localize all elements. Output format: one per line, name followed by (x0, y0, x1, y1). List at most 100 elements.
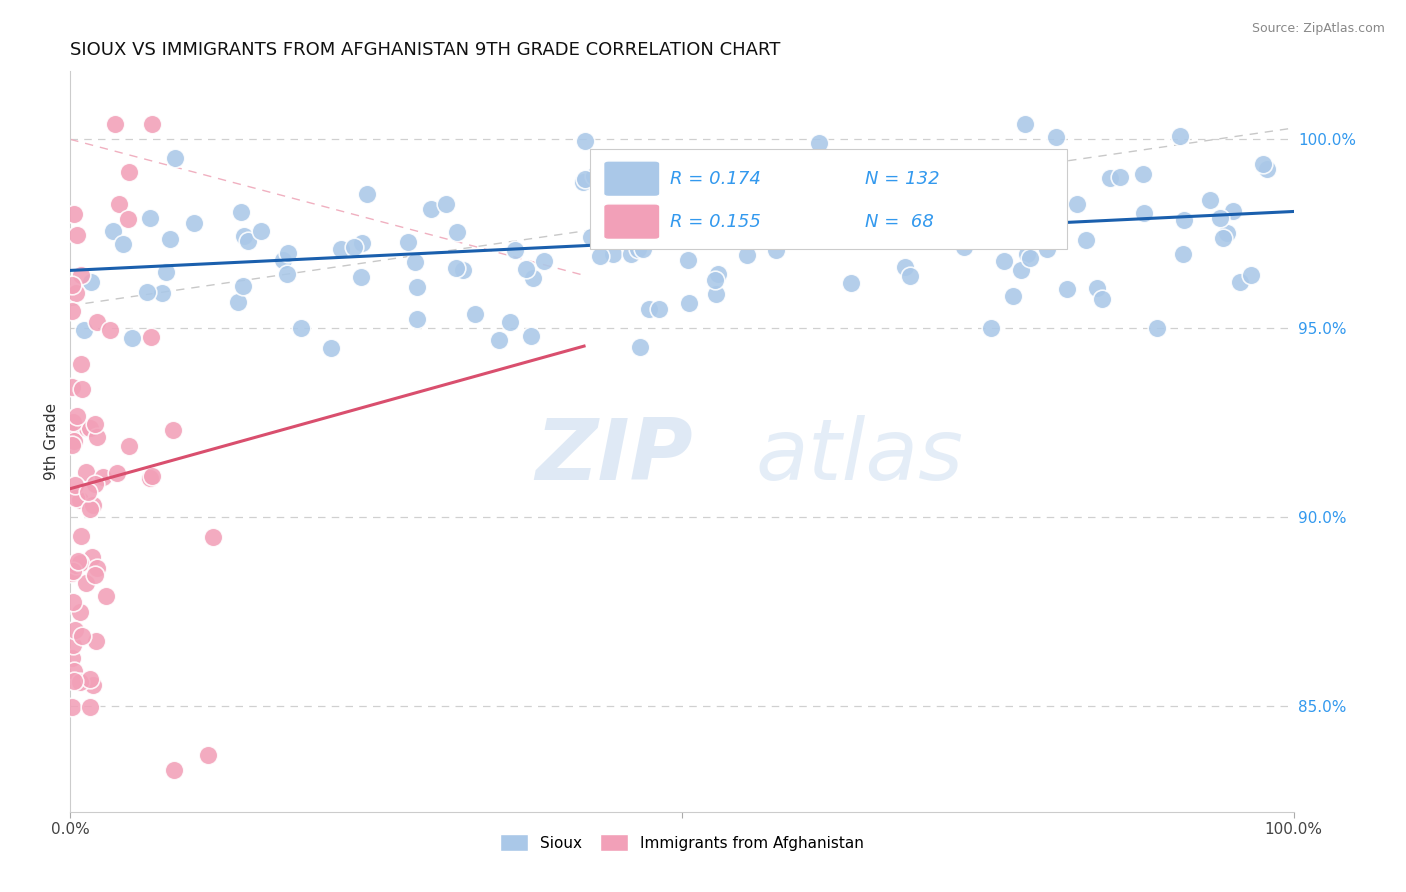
Point (163, 151, 186, 165)
Point (1098, 170, 1121, 185)
Point (434, 197, 457, 211)
Point (1240, 268, 1263, 282)
Point (1036, 161, 1059, 175)
Point (276, 267, 298, 281)
Point (77, 484, 100, 499)
Point (1002, 289, 1025, 303)
Point (898, 268, 921, 283)
Point (882, 221, 904, 235)
Point (104, 117, 127, 131)
Point (356, 186, 378, 201)
Point (644, 202, 666, 216)
Point (100, 323, 122, 337)
Point (63, 478, 86, 492)
Point (765, 243, 787, 257)
Point (789, 233, 811, 247)
Point (735, 248, 758, 262)
Point (446, 260, 468, 275)
Point (202, 530, 225, 544)
Point (139, 330, 162, 344)
FancyBboxPatch shape (603, 204, 659, 239)
Point (1199, 194, 1222, 208)
Point (63, 207, 86, 221)
Point (141, 469, 163, 483)
Point (1036, 242, 1059, 256)
Point (60, 278, 83, 293)
Point (66, 554, 89, 568)
Point (797, 196, 820, 211)
Point (1222, 203, 1244, 218)
Text: N = 132: N = 132 (866, 169, 941, 187)
Point (91, 469, 114, 483)
Point (83, 417, 105, 431)
Y-axis label: 9th Grade: 9th Grade (44, 403, 59, 480)
Point (60, 438, 83, 452)
Point (79, 672, 101, 686)
Point (993, 254, 1015, 268)
Point (638, 301, 661, 316)
Point (62, 424, 84, 438)
Point (290, 321, 312, 335)
Point (70, 357, 93, 371)
Legend: Sioux, Immigrants from Afghanistan: Sioux, Immigrants from Afghanistan (494, 828, 870, 857)
Point (319, 342, 342, 356)
Point (807, 136, 830, 150)
Text: SIOUX VS IMMIGRANTS FROM AFGHANISTAN 9TH GRADE CORRELATION CHART: SIOUX VS IMMIGRANTS FROM AFGHANISTAN 9TH… (70, 41, 780, 59)
Point (1074, 234, 1097, 248)
Point (66, 409, 89, 424)
Point (62, 434, 84, 448)
Point (75, 575, 97, 590)
Point (515, 262, 537, 277)
Point (678, 295, 700, 310)
Point (69, 674, 91, 689)
Point (659, 166, 682, 180)
Point (503, 244, 526, 258)
Point (139, 211, 162, 225)
Point (1209, 211, 1232, 226)
Point (183, 216, 205, 230)
Point (62, 595, 84, 609)
Point (62, 564, 84, 578)
Point (574, 134, 596, 148)
Point (73, 322, 96, 336)
Point (939, 183, 962, 197)
Point (108, 197, 131, 211)
Text: R = 0.174: R = 0.174 (669, 169, 761, 187)
Text: R = 0.155: R = 0.155 (669, 212, 761, 231)
Point (60, 566, 83, 580)
Point (117, 165, 139, 179)
Point (520, 328, 543, 343)
Point (80, 275, 103, 289)
Point (155, 265, 177, 279)
Point (894, 260, 917, 274)
Point (619, 190, 641, 204)
Point (633, 242, 655, 256)
Point (868, 226, 890, 240)
Point (931, 166, 953, 180)
Point (139, 471, 162, 485)
Point (716, 209, 738, 223)
Point (628, 340, 651, 354)
Point (724, 200, 747, 214)
Point (117, 211, 139, 226)
Point (1256, 162, 1278, 177)
Point (1014, 117, 1036, 131)
Point (69, 528, 91, 542)
Point (1146, 321, 1168, 335)
Point (451, 262, 474, 277)
Point (405, 280, 427, 294)
Point (969, 184, 991, 198)
Point (63, 664, 86, 678)
Point (62, 415, 84, 429)
Point (70, 629, 93, 643)
Point (82, 498, 104, 512)
Text: Source: ZipAtlas.com: Source: ZipAtlas.com (1251, 22, 1385, 36)
Point (1216, 226, 1239, 240)
Point (869, 190, 891, 204)
Point (1056, 282, 1078, 296)
Point (571, 175, 593, 189)
Point (446, 225, 468, 239)
Point (135, 285, 157, 300)
Point (277, 245, 299, 260)
Point (65, 286, 87, 301)
